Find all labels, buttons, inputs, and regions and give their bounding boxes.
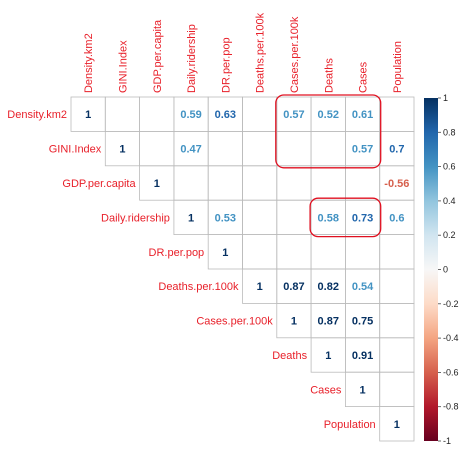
- grid-cell: [379, 234, 415, 270]
- grid-cell: [276, 199, 312, 235]
- cell-value: 1: [85, 109, 91, 121]
- colorbar-tick-label: 0.6: [443, 162, 456, 172]
- colorbar-tick-label: -0.6: [443, 367, 459, 377]
- cell-value: 0.75: [352, 316, 373, 328]
- colorbar-tick-label: -0.8: [443, 402, 459, 412]
- cell-value: 1: [291, 316, 297, 328]
- highlight-boxes: [275, 94, 382, 238]
- cell-value: 0.73: [352, 212, 373, 224]
- colorbar-tick-label: -0.4: [443, 333, 459, 343]
- colorbar-ticks: 1 0.8 0.6 0.4 0.2 0 -0.2 -0.4 -0.6 -0.8 -1: [438, 93, 459, 446]
- colorbar-tick-label: 0.4: [443, 196, 456, 206]
- cell-value: 0.82: [318, 281, 339, 293]
- column-label: Deaths: [323, 58, 335, 93]
- column-label: Daily.ridership: [186, 24, 198, 93]
- cell-value: 0.6: [389, 212, 404, 224]
- grid-cell: [276, 234, 312, 270]
- cell-value: 1: [325, 350, 331, 362]
- grid-cell: [379, 371, 415, 408]
- column-label: Density.km2: [83, 33, 95, 93]
- column-labels: Density.km2 GINI.Index GDP.per.capita Daily…: [83, 12, 404, 93]
- grid-cell: [310, 234, 346, 270]
- heatmap-grid: [70, 96, 415, 442]
- grid-cell: [379, 337, 415, 373]
- grid-cell: [379, 268, 415, 304]
- colorbar-tick-label: 0.8: [443, 127, 456, 137]
- row-label: GDP.per.capita: [62, 178, 136, 190]
- highlight-box: [309, 197, 382, 238]
- column-label: Deaths.per.100k: [255, 12, 267, 93]
- row-label: Deaths.per.100k: [158, 281, 239, 293]
- grid-cell: [242, 234, 278, 270]
- grid-cell: [379, 406, 415, 442]
- colorbar-tick-label: -0.2: [443, 299, 459, 309]
- colorbar-tick-label: 0: [443, 265, 448, 275]
- colorbar-tick-label: 0.2: [443, 230, 456, 240]
- colorbar: [424, 98, 438, 441]
- row-label: Daily.ridership: [101, 212, 170, 224]
- colorbar-gradient: [424, 98, 438, 441]
- grid-cell: [344, 234, 381, 270]
- grid-cell: [276, 165, 312, 201]
- highlight-box: [275, 94, 382, 169]
- grid-cell: [242, 199, 278, 235]
- column-label: GINI.Index: [117, 40, 129, 93]
- grid-cell: [344, 165, 381, 201]
- grid-cell: [139, 96, 175, 132]
- grid-cell: [207, 165, 243, 201]
- row-label: Cases: [310, 384, 342, 396]
- grid-cell: [276, 130, 312, 167]
- cell-value: 1: [154, 178, 160, 190]
- grid-cell: [207, 130, 243, 167]
- cell-value: 0.57: [283, 109, 304, 121]
- colorbar-tick-label: -1: [443, 436, 451, 446]
- cell-value: 1: [257, 281, 263, 293]
- cell-value: 0.53: [215, 212, 236, 224]
- cell-value: 0.91: [352, 350, 373, 362]
- cell-values: 1 0.59 0.63 0.57 0.52 0.611 0.47 0.57 0.71 -0.561…: [85, 109, 409, 431]
- grid-cell: [139, 130, 175, 167]
- grid-cell: [242, 130, 278, 167]
- colorbar-tick-label: 1: [443, 93, 448, 103]
- grid-cell: [310, 165, 346, 201]
- cell-value: 0.7: [389, 144, 404, 156]
- row-label: Cases.per.100k: [196, 316, 273, 328]
- cell-value: 1: [359, 384, 365, 396]
- cell-value: 0.87: [283, 281, 304, 293]
- grid-cell: [173, 165, 209, 201]
- cell-value: 1: [119, 144, 125, 156]
- cell-value: 0.59: [180, 109, 201, 121]
- row-label: Density.km2: [7, 109, 67, 121]
- row-label: Deaths: [272, 350, 307, 362]
- column-label: Cases.per.100k: [289, 16, 301, 93]
- cell-value: 0.87: [318, 316, 339, 328]
- cell-value: 1: [222, 247, 228, 259]
- cell-value: 1: [188, 212, 194, 224]
- grid-cell: [104, 96, 141, 132]
- grid-cell: [242, 165, 278, 201]
- cell-value: 0.47: [180, 144, 201, 156]
- column-label: Cases: [358, 61, 370, 93]
- cell-value: -0.56: [384, 178, 409, 190]
- column-label: DR.per.pop: [220, 37, 232, 93]
- grid-cell: [379, 96, 415, 132]
- row-label: DR.per.pop: [149, 247, 205, 259]
- cell-value: 0.54: [352, 281, 374, 293]
- grid-cell: [310, 130, 346, 167]
- cell-value: 0.57: [352, 144, 373, 156]
- cell-value: 0.52: [318, 109, 339, 121]
- cell-value: 0.63: [215, 109, 236, 121]
- grid-cell: [379, 302, 415, 339]
- cell-value: 0.58: [318, 212, 339, 224]
- row-labels: Density.km2 GINI.Index GDP.per.capita Daily…: [7, 109, 375, 431]
- row-label: GINI.Index: [49, 144, 102, 156]
- cell-value: 1: [394, 419, 400, 431]
- row-label: Population: [324, 419, 376, 431]
- column-label: GDP.per.capita: [152, 19, 164, 93]
- cell-value: 0.61: [352, 109, 373, 121]
- column-label: Population: [392, 41, 404, 93]
- grid-cell: [242, 96, 278, 132]
